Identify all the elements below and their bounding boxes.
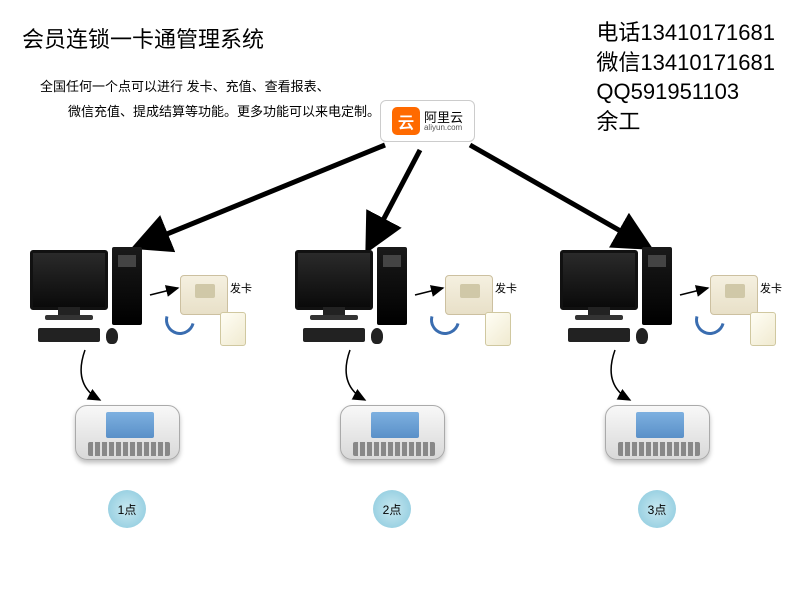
point-badge: 1点 — [108, 490, 146, 528]
computer-icon — [295, 250, 373, 310]
contact-wechat: 微信13410171681 — [596, 48, 775, 78]
contact-phone: 电话13410171681 — [596, 18, 775, 48]
card-label: 发卡 — [230, 280, 252, 296]
aliyun-name-en: aliyun.com — [424, 124, 463, 132]
computer-icon — [560, 250, 638, 310]
card-label: 发卡 — [760, 280, 782, 296]
aliyun-name-cn: 阿里云 — [424, 111, 463, 124]
subtitle-line-1: 全国任何一个点可以进行 发卡、充值、查看报表、 — [40, 75, 380, 100]
contact-qq: QQ591951103 — [596, 77, 775, 107]
card-label: 发卡 — [495, 280, 517, 296]
aliyun-logo: 云 阿里云 aliyun.com — [380, 100, 475, 142]
pos-terminal-icon — [340, 405, 445, 460]
subtitle: 全国任何一个点可以进行 发卡、充值、查看报表、 微信充值、提成结算等功能。更多功… — [40, 75, 380, 124]
point-badge: 2点 — [373, 490, 411, 528]
point-badge: 3点 — [638, 490, 676, 528]
contact-name: 余工 — [596, 107, 775, 137]
card-icon — [220, 312, 246, 346]
subtitle-line-2: 微信充值、提成结算等功能。更多功能可以来电定制。 — [40, 100, 380, 125]
page-title: 会员连锁一卡通管理系统 — [22, 22, 264, 54]
pos-terminal-icon — [605, 405, 710, 460]
computer-icon — [30, 250, 108, 310]
contact-block: 电话13410171681 微信13410171681 QQ591951103 … — [596, 18, 775, 137]
card-icon — [750, 312, 776, 346]
card-icon — [485, 312, 511, 346]
aliyun-cloud-icon: 云 — [392, 107, 420, 135]
pos-terminal-icon — [75, 405, 180, 460]
